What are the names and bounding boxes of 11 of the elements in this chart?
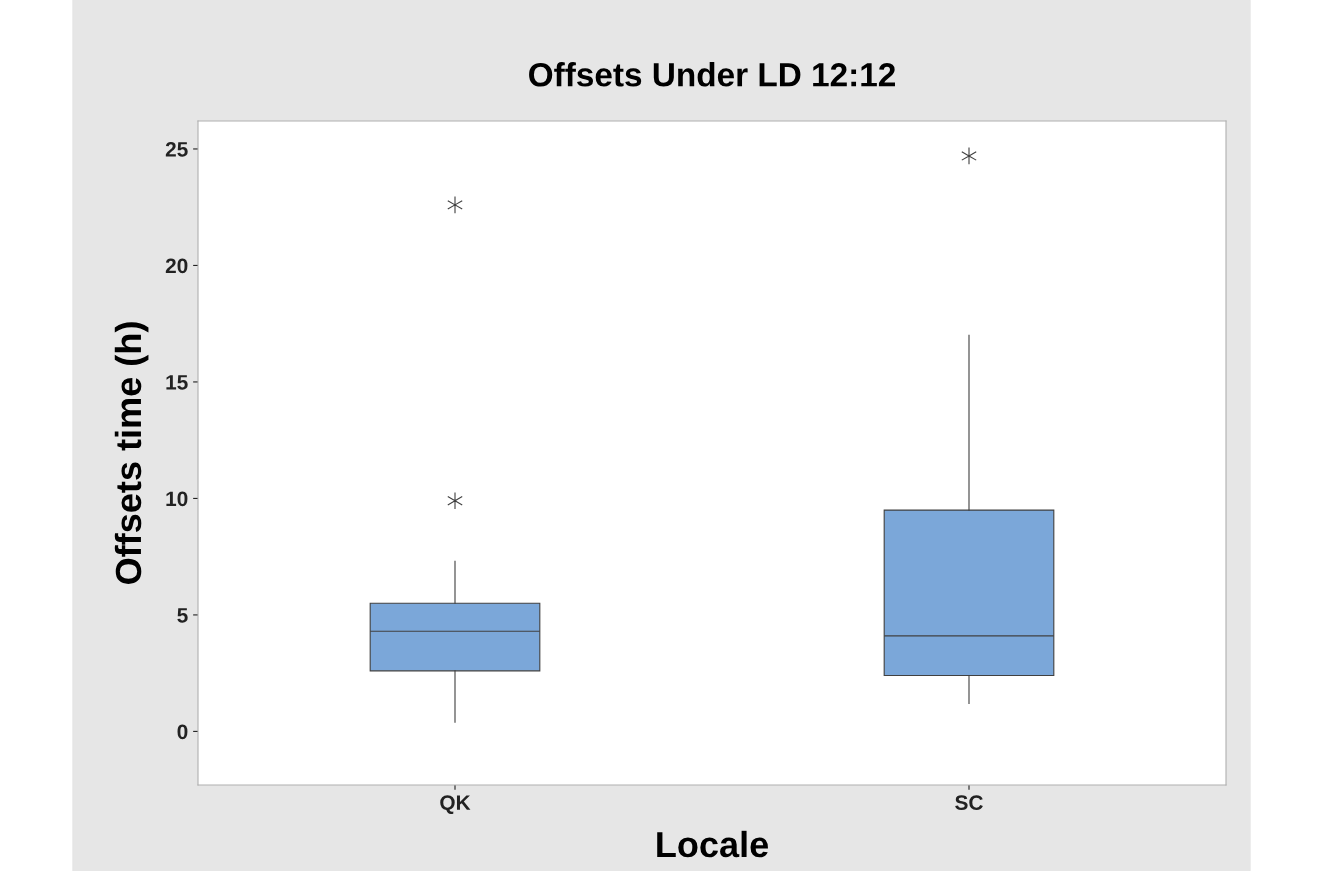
y-tick-label: 0 bbox=[177, 724, 188, 740]
y-axis-title: Offsets time (h) bbox=[114, 322, 149, 584]
y-tick-label: 20 bbox=[165, 258, 188, 274]
x-tick-label: QK bbox=[440, 795, 471, 814]
chart-title: Offsets Under LD 12:12 bbox=[529, 62, 895, 87]
y-tick-label: 5 bbox=[177, 608, 188, 623]
y-tick-label: 10 bbox=[166, 491, 188, 507]
y-tick-label: 25 bbox=[165, 141, 188, 157]
x-axis-title: Locale bbox=[657, 830, 768, 858]
y-tick-label: 15 bbox=[166, 375, 188, 390]
x-tick-label: SC bbox=[955, 795, 983, 811]
